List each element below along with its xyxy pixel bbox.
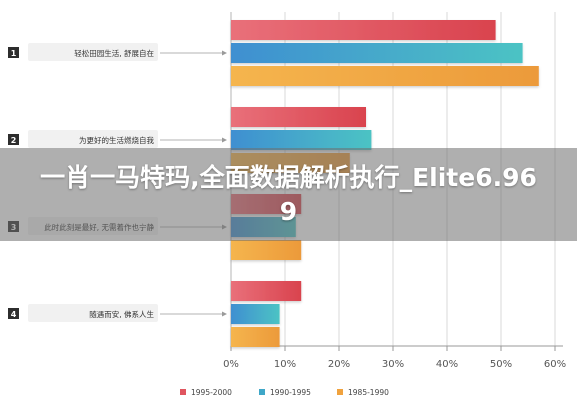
legend-label: 1995-2000 (191, 388, 232, 397)
legend-label: 1990-1995 (270, 388, 311, 397)
category-label: 为更好的生活燃烧自我 (79, 135, 154, 145)
title-banner (0, 148, 577, 241)
x-tick-label: 30% (382, 359, 404, 370)
bar (231, 43, 523, 63)
category-label-bg (28, 43, 158, 61)
category-number-box (8, 47, 19, 58)
category-label-bg (28, 130, 158, 148)
x-tick-label: 50% (490, 359, 512, 370)
bar (231, 66, 539, 86)
legend-swatch (337, 389, 343, 395)
category-number: 1 (11, 49, 17, 58)
legend: 1995-2000 1990-1995 1985-1990 (180, 388, 389, 397)
category-number-box (8, 134, 19, 145)
legend-swatch (180, 389, 186, 395)
bar (231, 240, 302, 260)
category-number: 4 (11, 310, 17, 319)
overlay-title: 一肖一马特玛,全面数据解析执行_Elite6.969 (40, 162, 537, 226)
category-label: 随遇而安, 佛系人生 (89, 309, 154, 319)
legend-swatch (259, 389, 265, 395)
bar (231, 281, 302, 301)
x-tick-label: 20% (328, 359, 350, 370)
bar (231, 327, 280, 347)
legend-label: 1985-1990 (348, 388, 389, 397)
connector-arrowhead (222, 137, 227, 143)
x-tick-label: 0% (223, 359, 239, 370)
bar (231, 304, 280, 324)
bar (231, 20, 496, 40)
x-tick-label: 10% (274, 359, 296, 370)
category-number-box (8, 308, 19, 319)
x-tick-label: 60% (544, 359, 566, 370)
bar (231, 107, 366, 127)
bar (231, 130, 372, 150)
category-number: 2 (11, 136, 17, 145)
category-label-bg (28, 304, 158, 322)
x-tick-label: 40% (436, 359, 458, 370)
connector-arrowhead (222, 311, 227, 317)
category-label: 轻松田园生活, 舒展自在 (74, 48, 154, 58)
connector-arrowhead (222, 50, 227, 56)
